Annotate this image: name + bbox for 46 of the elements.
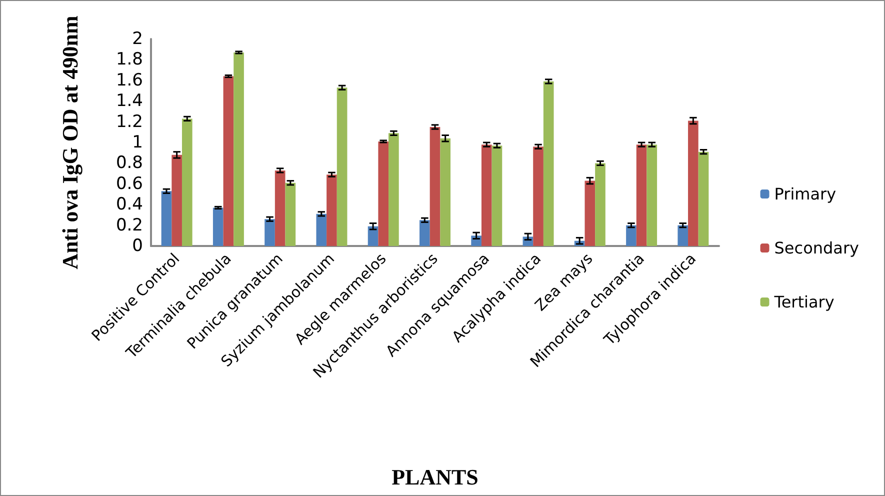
- bar: [368, 226, 378, 246]
- bar: [543, 81, 554, 246]
- bar: [336, 88, 348, 246]
- bar: [698, 152, 709, 246]
- bar: [533, 146, 544, 246]
- bar: [264, 219, 275, 246]
- bar: [481, 144, 492, 246]
- y-tick-label: 1.2: [116, 112, 143, 132]
- bar: [440, 138, 450, 246]
- bar: [595, 163, 606, 246]
- y-tick-label: 0.4: [116, 194, 143, 215]
- bar: [161, 191, 172, 246]
- y-tick-label: 0.6: [116, 174, 143, 194]
- bar: [182, 118, 192, 246]
- bar: [388, 133, 399, 246]
- y-axis-title: Anti ova IgG OD at 490nm: [58, 16, 82, 270]
- bar: [285, 182, 296, 246]
- bar: [492, 146, 502, 246]
- bar: [584, 180, 596, 246]
- bar: [430, 126, 440, 246]
- y-tick-label: 2: [132, 29, 143, 49]
- bar: [626, 225, 636, 246]
- bar: [212, 208, 224, 246]
- bar: [636, 144, 647, 246]
- y-tick-label: 1.4: [116, 91, 143, 112]
- bar: [420, 220, 430, 246]
- bar: [274, 170, 286, 246]
- bar: [223, 76, 234, 246]
- legend-label: Tertiary: [773, 292, 834, 312]
- bar: [678, 225, 688, 246]
- bar: [234, 52, 244, 246]
- bar: [688, 120, 698, 246]
- legend-label: Primary: [774, 184, 836, 204]
- y-tick-label: 1: [132, 132, 143, 152]
- bar: [316, 214, 327, 246]
- legend-label: Secondary: [774, 238, 859, 258]
- y-tick-label: 0.8: [116, 153, 143, 174]
- bar: [326, 174, 337, 246]
- y-tick-label: 0.2: [116, 215, 143, 236]
- bar: [378, 141, 389, 246]
- bar: [172, 154, 182, 246]
- x-axis-title: PLANTS: [392, 464, 478, 490]
- y-tick-label: 1.6: [116, 70, 143, 90]
- y-tick-label: 0: [132, 236, 143, 256]
- y-tick-label: 1.8: [116, 50, 143, 70]
- bar: [646, 144, 658, 246]
